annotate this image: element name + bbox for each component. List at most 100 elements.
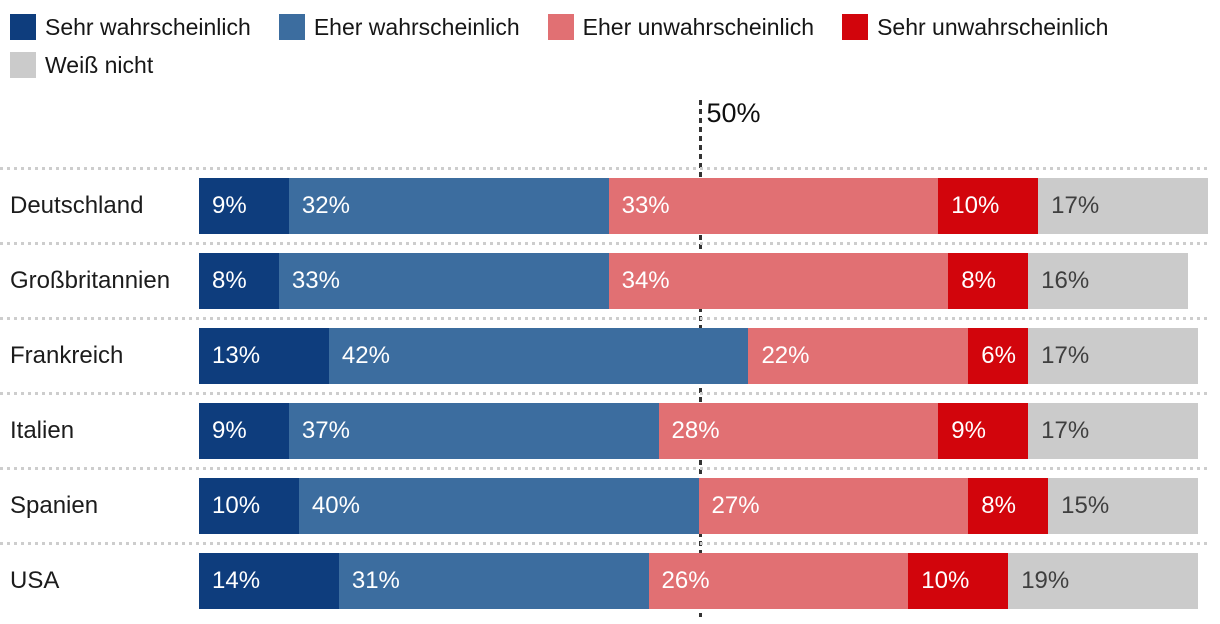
bar-segment-value: 34% [621,267,670,294]
bar-segment: 34% [608,253,949,309]
bar-track-remainder [1198,553,1208,609]
bar-segment: 42% [328,328,749,384]
legend-item-label: Sehr wahrscheinlich [45,14,251,40]
bar-segment: 8% [199,253,279,309]
bar-segment-value: 19% [1021,567,1070,594]
bar-segment-value: 6% [981,342,1016,369]
chart-row: Deutschland 9% 32% 33% 10% 17% [0,167,1208,242]
category-label: Frankreich [10,342,124,369]
legend-row: Sehr wahrscheinlich Eher wahrscheinlich Eh… [10,14,1220,40]
bar-segment: 8% [948,253,1029,309]
chart-row: Großbritannien 8% 33% 34% 8% 16% [0,242,1208,317]
bar-stack: 8% 33% 34% 8% 16% [199,253,1208,309]
bar-segment: 14% [199,553,339,609]
legend-item: Sehr unwahrscheinlich [842,14,1108,40]
category-label: Spanien [10,492,99,519]
category-label: Italien [10,417,75,444]
bar-segment: 31% [338,553,649,609]
reference-line-label: 50% [706,98,761,128]
legend-item: Weiß nicht [10,52,153,78]
bar-segment: 17% [1028,328,1198,384]
bar-segment-value: 10% [921,567,970,594]
bar-segment-value: 33% [291,267,340,294]
legend-item-label: Weiß nicht [45,52,154,78]
chart-row: USA 14% 31% 26% 10% 19% [0,542,1208,617]
bar-stack: 9% 32% 33% 10% 17% [199,178,1208,234]
bar-stack: 13% 42% 22% 6% 17% [199,328,1208,384]
bar-track-remainder [1198,328,1208,384]
legend-item-label: Sehr unwahrscheinlich [877,14,1109,40]
legend-swatch [842,14,869,40]
bar-stack: 14% 31% 26% 10% 19% [199,553,1208,609]
bar-segment-value: 17% [1041,342,1090,369]
bar-segment: 10% [908,553,1009,609]
bar-segment: 19% [1008,553,1199,609]
chart-row: Frankreich 13% 42% 22% 6% 17% [0,317,1208,392]
bar-segment: 9% [938,403,1029,459]
bar-segment-value: 10% [212,492,261,519]
bar-segment: 15% [1048,478,1199,534]
bar-segment-value: 17% [1051,192,1100,219]
bar-segment-value: 8% [981,492,1016,519]
bar-segment: 13% [199,328,329,384]
bar-segment: 17% [1038,178,1208,234]
bar-segment-value: 27% [711,492,760,519]
bar-segment-value: 28% [671,417,720,444]
chart-row: Italien 9% 37% 28% 9% 17% [0,392,1208,467]
bar-segment-value: 16% [1041,267,1090,294]
chart: Deutschland 9% 32% 33% 10% 17% Großbritannien 8… [0,167,1208,617]
bar-segment: 33% [608,178,939,234]
bar-segment: 10% [938,178,1039,234]
bar-segment: 8% [968,478,1049,534]
bar-segment: 28% [658,403,939,459]
bar-segment: 10% [199,478,299,534]
bar-stack: 10% 40% 27% 8% 15% [199,478,1208,534]
bar-segment-value: 9% [212,417,247,444]
bar-segment-value: 42% [341,342,390,369]
bar-segment: 26% [648,553,909,609]
bar-segment: 27% [698,478,969,534]
bar-track-remainder [1198,403,1208,459]
bar-segment-value: 14% [212,567,261,594]
category-label: USA [10,567,60,594]
legend-swatch [10,14,36,40]
bar-segment-value: 9% [212,192,247,219]
bar-segment-value: 9% [951,417,986,444]
legend-item: Sehr wahrscheinlich [10,14,251,40]
bar-segment-value: 31% [351,567,400,594]
bar-segment: 40% [298,478,699,534]
bar-segment-value: 15% [1061,492,1110,519]
bar-segment: 9% [199,403,289,459]
bar-segment: 9% [199,178,289,234]
bar-segment-value: 32% [301,192,350,219]
legend-item-label: Eher wahrscheinlich [313,14,520,40]
bar-track-remainder [1198,478,1208,534]
bar-segment-value: 8% [212,267,247,294]
bar-segment-value: 22% [761,342,810,369]
legend-swatch [10,52,36,78]
bar-segment-value: 37% [301,417,350,444]
bar-segment: 37% [288,403,659,459]
legend-row: Weiß nicht [10,52,1220,78]
legend-item: Eher unwahrscheinlich [547,14,815,40]
bar-segment: 16% [1028,253,1189,309]
bar-segment: 6% [968,328,1029,384]
legend-swatch [547,14,574,40]
bar-stack: 9% 37% 28% 9% 17% [199,403,1208,459]
bar-segment-value: 13% [212,342,261,369]
bar-segment-value: 33% [621,192,670,219]
bar-segment: 33% [278,253,609,309]
legend-item: Eher wahrscheinlich [278,14,520,40]
bar-track-remainder [1188,253,1208,309]
bar-segment-value: 40% [311,492,360,519]
bar-segment-value: 10% [951,192,1000,219]
legend: Sehr wahrscheinlich Eher wahrscheinlich Eh… [0,0,1220,78]
bar-segment-value: 17% [1041,417,1090,444]
chart-row: Spanien 10% 40% 27% 8% 15% [0,467,1208,542]
bar-segment: 17% [1028,403,1198,459]
legend-item-label: Eher unwahrscheinlich [582,14,815,40]
category-label: Großbritannien [10,267,171,294]
bar-segment-value: 8% [961,267,996,294]
bar-segment-value: 26% [661,567,710,594]
bar-segment: 22% [748,328,969,384]
